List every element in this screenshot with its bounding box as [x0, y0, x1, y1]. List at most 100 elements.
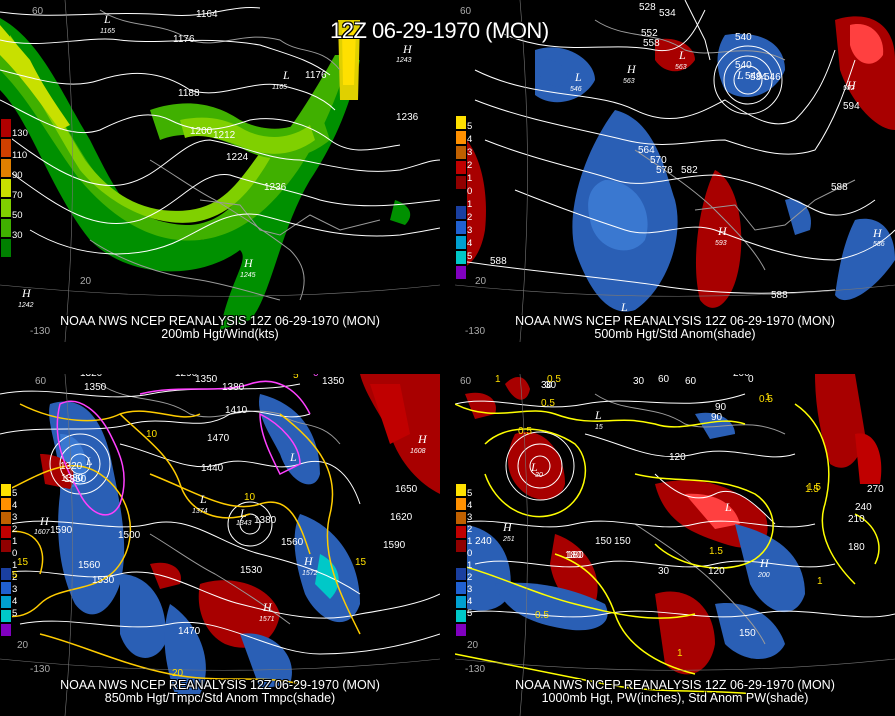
colorbar-label: 3: [467, 147, 473, 158]
high-center-marker: H: [263, 600, 272, 614]
temp-label: 15: [355, 557, 367, 568]
colorbar-label: 5: [12, 488, 18, 499]
low-center-marker: L: [104, 12, 111, 26]
contour-label: 540: [735, 60, 752, 71]
panel-subtitle: 850mb Hgt/Tmpc/Std Anom Tmpc(shade): [104, 691, 336, 705]
center-value: 563: [623, 78, 635, 85]
panel-source: NOAA NWS NCEP REANALYSIS 12Z 06-29-1970 …: [515, 678, 835, 692]
contour-label: 1560: [281, 537, 304, 548]
low-center-marker: L: [725, 500, 732, 514]
contour-label: 1224: [226, 152, 249, 163]
contour-label: 210: [848, 514, 865, 525]
contour-label: 1236: [264, 182, 287, 193]
contour-label: 180: [848, 542, 865, 553]
contour-label: 534: [750, 72, 767, 83]
contour-label: 30: [658, 566, 670, 577]
colorbar-label: 1: [12, 536, 18, 547]
low-center-marker: L: [86, 454, 93, 468]
contour-label: 564: [638, 145, 655, 156]
contour-label: 200: [733, 374, 750, 379]
lat-label: 60: [460, 6, 472, 17]
pw-label: 0.5: [518, 426, 532, 437]
contour-label: 540: [735, 32, 752, 43]
colorbar-label: 1: [467, 173, 473, 184]
lon-label: -130: [465, 664, 486, 675]
contour-label: 1380: [254, 515, 277, 526]
contour-label: 534: [659, 8, 676, 19]
pw-label: 1: [817, 576, 823, 587]
contour-label: 1350: [322, 376, 345, 387]
low-center-marker: L: [240, 506, 247, 520]
pw-label: 1.5: [805, 484, 819, 495]
colorbar-label: 5: [467, 608, 473, 619]
map-850mb: [0, 374, 440, 716]
center-value: 1343: [236, 520, 252, 527]
center-value: 592: [843, 85, 855, 92]
contour-label: 558: [643, 38, 660, 49]
colorbar-label: 130: [12, 128, 28, 139]
lat-label: 20: [475, 276, 487, 287]
contour-label: 588: [771, 290, 788, 301]
temp-label: 10: [244, 492, 256, 503]
center-value: 1165: [272, 84, 288, 91]
colorbar-label: 0: [467, 186, 473, 197]
contour-label: 1164: [196, 9, 218, 20]
center-value: 586: [873, 241, 885, 248]
pw-label: 1: [677, 648, 683, 659]
pw-label: 0.5: [547, 374, 561, 385]
pw-label: 1.5: [709, 546, 723, 557]
colorbar-label: 1: [467, 536, 473, 547]
center-value: 593: [715, 240, 727, 247]
page-title: 12Z 06-29-1970 (MON): [330, 18, 549, 43]
colorbar-label: 4: [467, 134, 473, 145]
panel-subtitle: 1000mb Hgt, PW(inches), Std Anom PW(shad…: [541, 691, 809, 705]
contour-label: 576: [656, 165, 673, 176]
height-contours: [455, 0, 895, 294]
lat-label: 60: [460, 376, 472, 387]
contour-label: 30: [633, 376, 645, 387]
contour-label: 1350: [195, 374, 218, 385]
contour-label: 582: [681, 165, 698, 176]
contour-label: 1290: [175, 374, 197, 379]
temp-label: 10: [146, 429, 158, 440]
gridlines: [455, 374, 895, 716]
colorbar-label: 2: [12, 524, 18, 535]
center-value: 1242: [18, 302, 34, 309]
high-center-marker: H: [847, 78, 856, 92]
contour-label: 150: [595, 536, 612, 547]
high-center-marker: H: [627, 62, 636, 76]
lat-label: 20: [80, 276, 92, 287]
contour-label: 180: [565, 550, 582, 561]
pw-label: 0.5: [541, 398, 555, 409]
center-value: 1165: [100, 28, 116, 35]
pw-label: 0.5: [535, 610, 549, 621]
colorbar-label: 1: [12, 560, 18, 571]
height-contours: [455, 393, 895, 618]
high-center-marker: H: [418, 432, 427, 446]
colorbar-label: 0: [12, 548, 18, 559]
pw-label: 1: [495, 374, 501, 385]
lat-label: 60: [32, 6, 44, 17]
contour-label: 552: [641, 28, 658, 39]
panel-500mb: 5 4 3 2 1 0 1 2 3 4 5 528 534 540 546 55…: [455, 0, 895, 342]
colorbar-label: 1: [467, 199, 473, 210]
colorbar-label: 2: [467, 212, 473, 223]
center-value: 1243: [396, 57, 412, 64]
contour-label: 1620: [390, 512, 413, 523]
contour-label: 588: [490, 256, 507, 267]
colorbar-label: 2: [467, 524, 473, 535]
temp-label: 5: [293, 374, 299, 381]
colorbar-850mb: [0, 483, 12, 637]
contour-label: 570: [650, 155, 667, 166]
colorbar-label: 3: [467, 584, 473, 595]
contour-label: 90: [711, 412, 723, 423]
contour-label: 1212: [213, 130, 236, 141]
contour-label: 240: [855, 502, 872, 513]
contour-label: 0: [748, 374, 754, 385]
colorbar-label: 3: [12, 584, 18, 595]
colorbar-label: 110: [12, 150, 28, 161]
colorbar-label: 5: [12, 608, 18, 619]
contour-label: 546: [745, 71, 762, 82]
high-center-marker: H: [503, 520, 512, 534]
gridlines: [0, 0, 440, 342]
